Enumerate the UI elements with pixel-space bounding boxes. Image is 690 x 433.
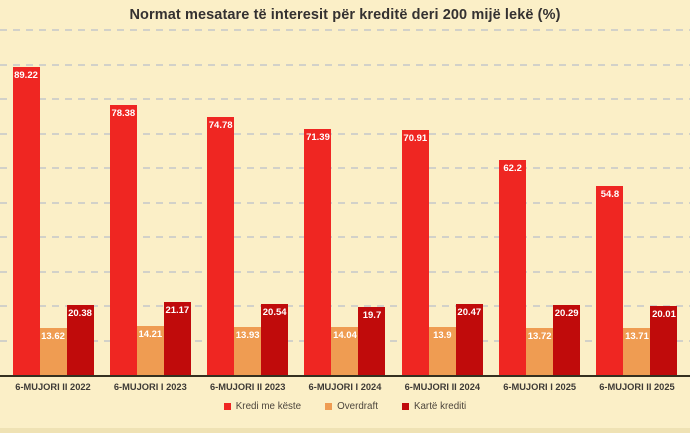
bar-overdraft: 13.9 [428,327,456,375]
bar-group: 70.91 13.9 20.47 [397,30,487,375]
bar-value-label: 20.01 [652,308,676,320]
bar-kredi-me-keste: 54.8 [596,185,624,375]
bar-value-label: 54.8 [600,188,620,200]
gridline [0,132,690,135]
bar-group: 71.39 14.04 19.7 [300,30,390,375]
bar-value-label: 14.21 [138,328,163,340]
bar-value-label: 19.7 [362,310,382,322]
category-label: 6-MUJORI I 2023 [113,382,187,392]
bar-value-label: 20.47 [457,307,482,319]
bar-value-label: 20.29 [554,308,579,319]
bar-karte-krediti: 20.38 [66,304,94,375]
category-label: 6-MUJORI II 2025 [599,382,675,392]
plot-area: 89.22 13.62 20.38 78.38 14.21 21.17 74.78 13.93… [0,29,690,377]
gridline [0,236,690,238]
bar-overdraft: 13.71 [623,327,651,375]
legend-swatch-icon [325,403,333,410]
bar-value-label: 70.91 [403,133,428,145]
category-label: 6-MUJORI I 2025 [503,382,577,392]
bar-karte-krediti: 20.54 [261,304,289,375]
gridline [0,270,690,273]
bar-value-label: 13.62 [41,331,65,343]
bar-value-label: 21.17 [165,304,190,316]
bar-overdraft: 14.04 [331,326,359,375]
bar-kredi-me-keste: 78.38 [109,104,137,375]
bar-overdraft: 13.72 [526,327,554,375]
category-label: 6-MUJORI II 2022 [15,382,91,392]
bar-karte-krediti: 20.47 [455,304,483,375]
bar-karte-krediti: 20.29 [553,305,581,375]
bar-value-label: 74.78 [208,120,233,132]
bars-row: 89.22 13.62 20.38 78.38 14.21 21.17 74.78 13.93… [0,30,690,375]
bar-kredi-me-keste: 71.39 [304,128,332,375]
legend-item-kredi-me-keste: Kredi me këste [223,401,302,412]
bar-group: 89.22 13.62 20.38 [8,30,98,375]
bar-group: 78.38 14.21 21.17 [105,30,195,375]
x-axis-line [0,375,690,377]
bar-kredi-me-keste: 89.22 [12,67,40,375]
bar-value-label: 78.38 [111,107,136,119]
bar-value-label: 14.04 [333,329,357,341]
bar-value-label: 89.22 [14,70,38,82]
gridline [0,201,690,204]
bar-kredi-me-keste: 70.91 [401,130,429,375]
bar-value-label: 20.54 [262,307,287,319]
gridline [0,29,690,31]
bar-value-label: 71.39 [306,131,330,143]
category-label: 6-MUJORI II 2023 [209,382,286,392]
bar-kredi-me-keste: 62.2 [499,160,527,375]
legend-label: Overdraft [337,401,378,412]
chart-title: Normat mesatare të interesit për kreditë… [129,7,561,23]
bar-overdraft: 13.62 [39,328,67,375]
legend-swatch-icon [401,403,409,410]
bar-value-label: 13.71 [625,330,649,342]
gridline [0,167,690,169]
legend-label: Kredi me këste [235,401,302,412]
x-axis-category-labels: 6-MUJORI II 2022 6-MUJORI I 2023 6-MUJORI … [0,382,690,392]
bar-value-label: 20.38 [68,307,92,319]
gridline [0,305,690,307]
bottom-edge-strip [0,428,690,433]
bar-value-label: 62.2 [503,163,522,175]
bar-kredi-me-keste: 74.78 [207,117,235,375]
legend-item-overdraft: Overdraft [325,401,378,412]
bar-overdraft: 13.93 [234,326,262,375]
bar-overdraft: 14.21 [136,325,164,375]
bar-karte-krediti: 20.01 [650,305,678,375]
legend-item-karte-krediti: Kartë krediti [401,401,467,412]
bar-karte-krediti: 21.17 [163,301,191,375]
bar-group: 62.2 13.72 20.29 [495,30,585,375]
category-label: 6-MUJORI I 2024 [308,382,382,392]
gridline [0,63,690,66]
bar-value-label: 13.93 [235,329,260,341]
legend-label: Kartë krediti [413,401,467,412]
bar-group: 74.78 13.93 20.54 [203,30,293,375]
legend-swatch-icon [223,403,231,410]
gridline [0,98,690,100]
category-label: 6-MUJORI II 2024 [404,382,481,392]
legend: Kredi me këste Overdraft Kartë krediti [0,401,690,412]
bar-karte-krediti: 19.7 [358,307,386,375]
bar-value-label: 13.9 [433,330,452,342]
bar-group: 54.8 13.71 20.01 [592,30,682,375]
bar-value-label: 13.72 [527,330,552,342]
